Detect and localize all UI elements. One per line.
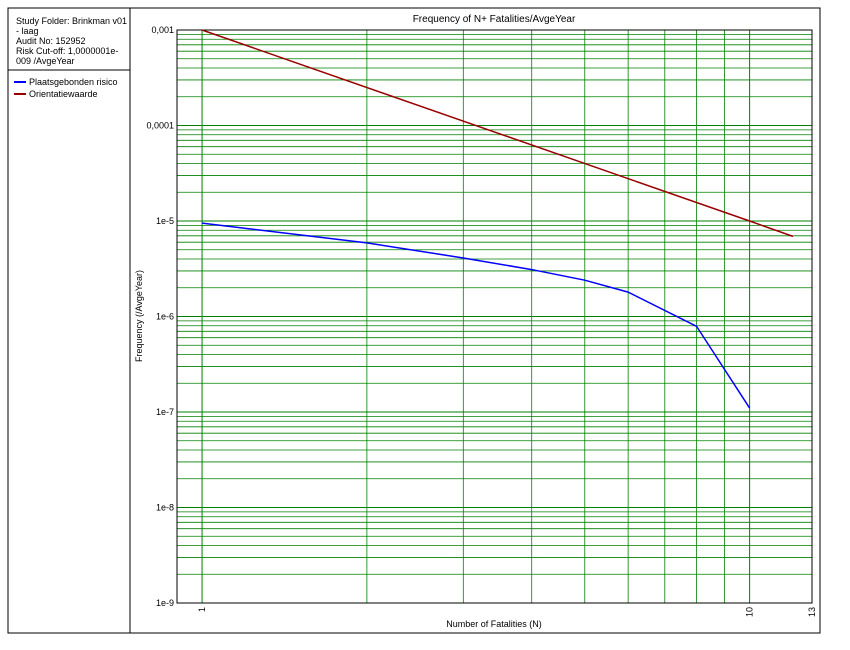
x-tick-label: 13 — [807, 607, 817, 617]
series-line — [201, 29, 794, 238]
info-panel: Study Folder: Brinkman v01 - laag Audit … — [16, 16, 128, 66]
x-tick-label: 10 — [745, 607, 755, 617]
y-tick-label: 1e-7 — [156, 407, 174, 417]
y-tick-label: 0,0001 — [146, 121, 174, 131]
legend: Plaatsgebonden risico Orientatiewaarde — [14, 76, 118, 100]
y-tick-label: 1e-9 — [156, 598, 174, 608]
legend-label: Orientatiewaarde — [29, 89, 98, 99]
plot-border — [176, 29, 813, 604]
study-folder: Study Folder: Brinkman v01 - laag — [16, 16, 128, 36]
frame — [7, 7, 821, 634]
x-axis-label: Number of Fatalities (N) — [446, 619, 542, 629]
y-tick-label: 1e-8 — [156, 503, 174, 513]
legend-entry: Orientatiewaarde — [14, 88, 118, 100]
y-axis-label: Frequency (/AvgeYear) — [134, 270, 144, 362]
audit-no: Audit No: 152952 — [16, 36, 86, 46]
legend-swatch — [14, 81, 26, 83]
legend-label: Plaatsgebonden risico — [29, 77, 118, 87]
legend-swatch — [14, 93, 26, 95]
series-line — [201, 222, 751, 409]
y-tick-label: 1e-5 — [156, 216, 174, 226]
legend-entry: Plaatsgebonden risico — [14, 76, 118, 88]
x-tick-label: 1 — [197, 607, 207, 612]
risk-cutoff: Risk Cut-off: 1,0000001e-009 /AvgeYear — [16, 46, 119, 66]
chart-title: Frequency of N+ Fatalities/AvgeYear — [413, 14, 576, 25]
y-tick-label: 0,001 — [151, 25, 174, 35]
y-tick-label: 1e-6 — [156, 312, 174, 322]
